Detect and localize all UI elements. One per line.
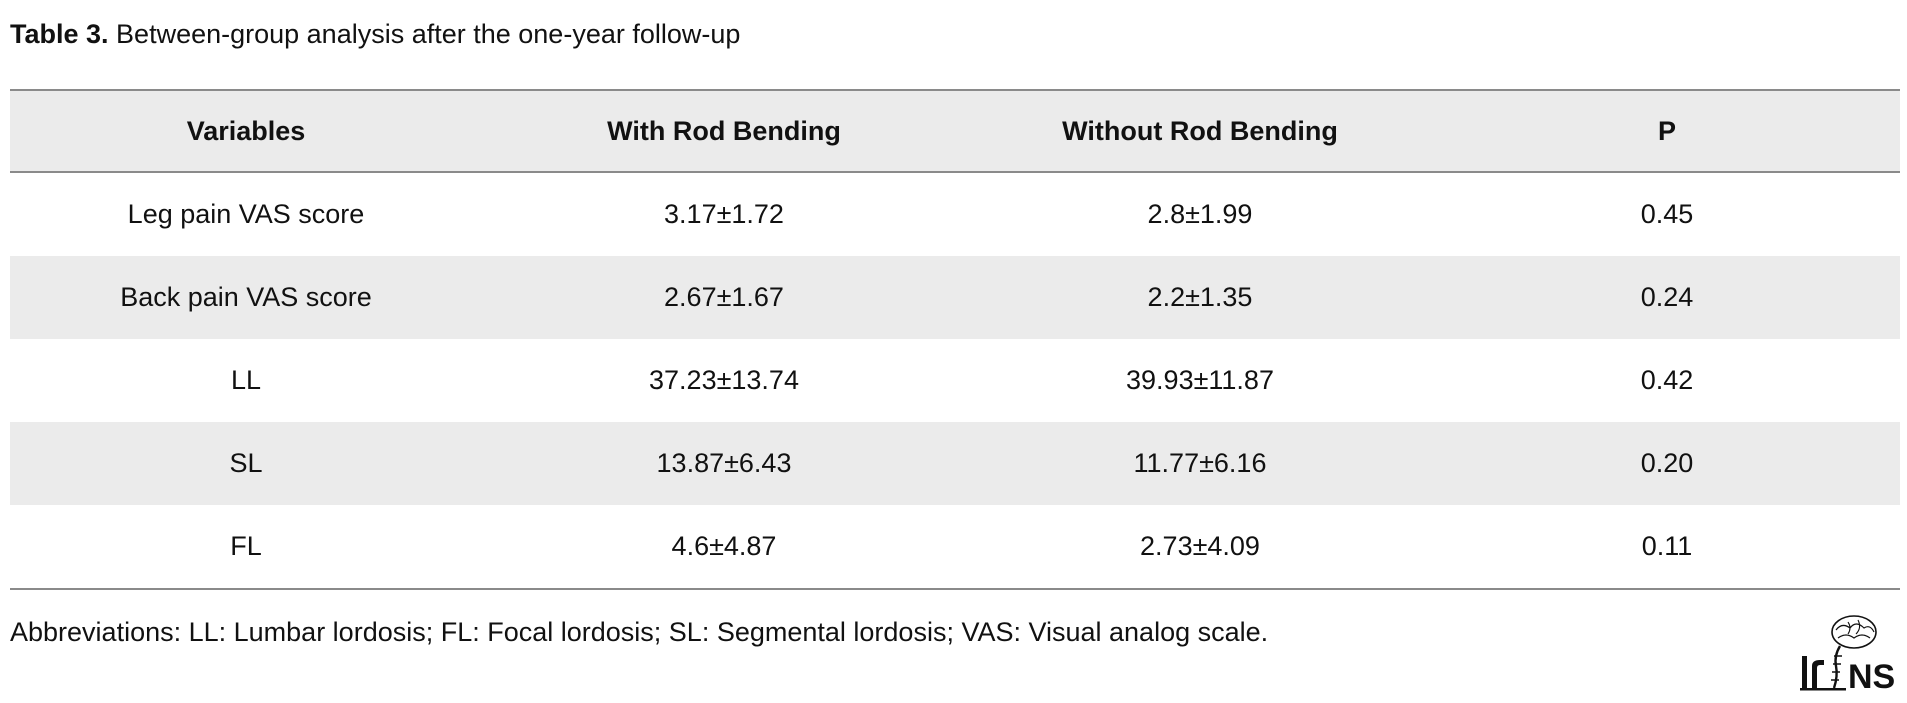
cell-without-rod-bending: 11.77±6.16 bbox=[1133, 448, 1267, 478]
cell-with-rod-bending: 4.6±4.87 bbox=[671, 531, 777, 561]
cell-without-rod-bending: 2.8±1.99 bbox=[1147, 199, 1253, 229]
cell-with-rod-bending: 37.23±13.74 bbox=[649, 365, 799, 395]
cell-variable: Leg pain VAS score bbox=[127, 199, 365, 229]
journal-logo-icon: NS bbox=[1796, 612, 1900, 696]
table-header-row: Variables With Rod Bending Without Rod B… bbox=[10, 90, 1900, 172]
cell-p: 0.42 bbox=[1640, 365, 1694, 395]
table-row: LL 37.23±13.74 39.93±11.87 0.42 bbox=[10, 339, 1900, 422]
header-variables: Variables bbox=[186, 115, 306, 146]
cell-variable: Back pain VAS score bbox=[120, 282, 372, 312]
cell-with-rod-bending: 2.67±1.67 bbox=[664, 282, 784, 312]
table-row: Back pain VAS score 2.67±1.67 2.2±1.35 0… bbox=[10, 256, 1900, 339]
between-group-table: Variables With Rod Bending Without Rod B… bbox=[10, 89, 1900, 590]
cell-variable: FL bbox=[230, 531, 262, 561]
cell-p: 0.24 bbox=[1640, 282, 1694, 312]
header-p: P bbox=[1657, 115, 1676, 146]
cell-without-rod-bending: 2.2±1.35 bbox=[1147, 282, 1253, 312]
header-without-rod-bending: Without Rod Bending bbox=[1062, 115, 1338, 146]
table-row: FL 4.6±4.87 2.73±4.09 0.11 bbox=[10, 505, 1900, 589]
cell-variable: SL bbox=[229, 448, 263, 478]
table-caption-label: Table 3. bbox=[10, 19, 109, 49]
table-row: Leg pain VAS score 3.17±1.72 2.8±1.99 0.… bbox=[10, 172, 1900, 256]
table-row: SL 13.87±6.43 11.77±6.16 0.20 bbox=[10, 422, 1900, 505]
cell-p: 0.45 bbox=[1640, 199, 1694, 229]
cell-without-rod-bending: 39.93±11.87 bbox=[1126, 365, 1274, 395]
cell-p: 0.11 bbox=[1641, 531, 1693, 561]
table-caption: Table 3. Between-group analysis after th… bbox=[10, 14, 740, 54]
cell-without-rod-bending: 2.73±4.09 bbox=[1140, 531, 1260, 561]
cell-with-rod-bending: 13.87±6.43 bbox=[656, 448, 792, 478]
cell-p: 0.20 bbox=[1640, 448, 1694, 478]
header-with-rod-bending: With Rod Bending bbox=[607, 115, 841, 146]
journal-logo-graphic: NS bbox=[1800, 615, 1895, 696]
logo-text: NS bbox=[1848, 658, 1895, 692]
cell-with-rod-bending: 3.17±1.72 bbox=[664, 199, 784, 229]
table-caption-text: Between-group analysis after the one-yea… bbox=[108, 19, 741, 49]
abbreviations-footnote: Abbreviations: LL: Lumbar lordosis; FL: … bbox=[10, 617, 1269, 647]
cell-variable: LL bbox=[230, 365, 262, 395]
